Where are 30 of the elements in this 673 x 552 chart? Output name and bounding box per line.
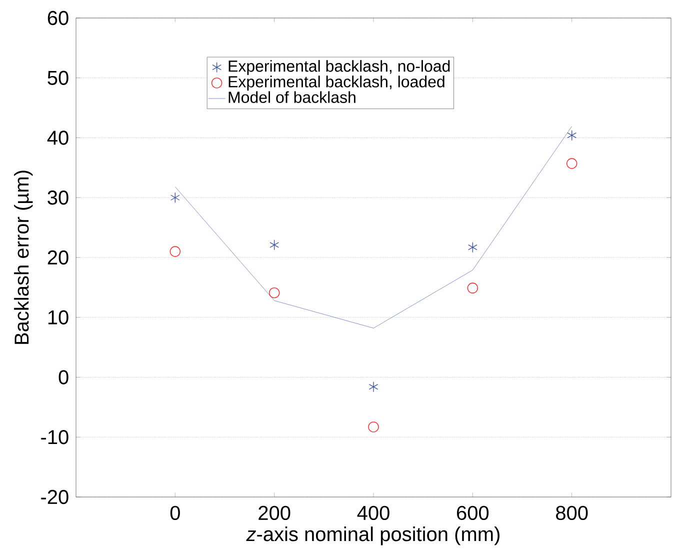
x-tick-label: 800 [556,506,588,520]
y-tick-label: 0 [58,370,68,384]
y-tick-label: 40 [47,130,68,145]
legend-label: Experimental backlash, no-load [228,60,450,76]
point [268,288,280,298]
line-series [174,126,572,328]
point [368,422,379,432]
x-tick-label: 600 [457,506,489,520]
x-tick-label: 200 [258,506,290,520]
point [467,282,478,294]
point [170,246,181,257]
y-axis-title: Backlash error (µm) [14,170,33,344]
point [368,382,378,392]
y-tick-label: 50 [48,70,68,86]
legend-label: Experimental backlash, loaded [228,76,444,91]
y-tick-label: 30 [48,190,68,205]
y-tick-label: 60 [48,10,68,26]
y-tick-label: -20 [41,490,68,504]
point [566,158,578,169]
point [170,192,180,204]
x-axis-title: z-axis nominal position (mm) [246,526,500,546]
point [468,242,478,253]
point [567,130,577,141]
y-tick-label: -10 [41,430,68,444]
legend-label: Model of backlash [228,91,356,104]
y-tick-label: 10 [48,310,68,325]
x-tick-label: 400 [357,506,390,520]
x-tick-label: 0 [170,506,180,520]
point [270,240,280,250]
y-tick-label: 20 [48,250,68,265]
